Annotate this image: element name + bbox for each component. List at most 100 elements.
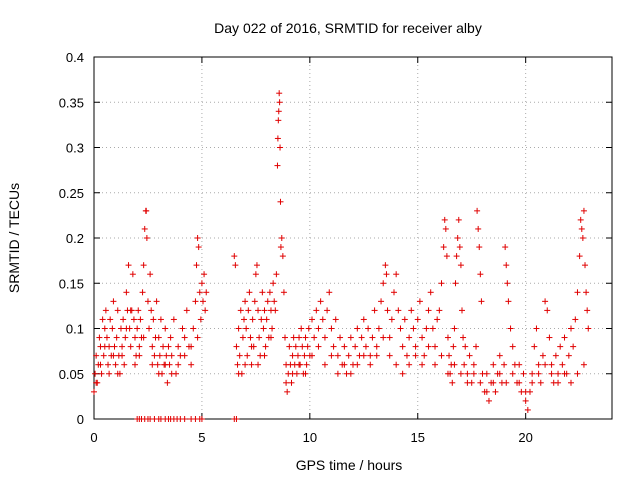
- data-point: [524, 406, 531, 413]
- data-point: [432, 361, 439, 368]
- data-point: [107, 316, 114, 323]
- data-point: [198, 280, 205, 287]
- data-point: [546, 334, 553, 341]
- data-point: [577, 216, 584, 223]
- data-point: [155, 370, 162, 377]
- data-point: [259, 289, 266, 296]
- data-point: [490, 379, 497, 386]
- data-point: [401, 316, 408, 323]
- data-point: [432, 343, 439, 350]
- data-point: [248, 361, 255, 368]
- data-point: [242, 361, 249, 368]
- data-point: [574, 370, 581, 377]
- data-point: [194, 334, 201, 341]
- data-point: [539, 352, 546, 359]
- data-point: [114, 307, 121, 314]
- data-point: [266, 289, 273, 296]
- data-point: [119, 343, 126, 350]
- data-point: [452, 280, 459, 287]
- data-point: [233, 416, 240, 422]
- data-point: [365, 325, 372, 332]
- data-point: [251, 298, 258, 305]
- data-point: [301, 352, 308, 359]
- data-point: [319, 316, 326, 323]
- x-tick-label: 10: [303, 430, 317, 445]
- data-point: [388, 316, 395, 323]
- data-point: [386, 334, 393, 341]
- data-point: [123, 289, 130, 296]
- data-point: [490, 361, 497, 368]
- data-point: [109, 325, 116, 332]
- data-point: [458, 307, 465, 314]
- data-point: [383, 271, 390, 278]
- data-point: [516, 361, 523, 368]
- data-point: [195, 244, 202, 251]
- data-point: [456, 244, 463, 251]
- data-point: [317, 298, 324, 305]
- data-point: [253, 262, 260, 269]
- data-point: [183, 307, 190, 314]
- data-point: [141, 225, 148, 232]
- data-points: [91, 90, 592, 422]
- data-point: [234, 361, 241, 368]
- data-point: [175, 361, 182, 368]
- data-point: [580, 361, 587, 368]
- data-point: [509, 370, 516, 377]
- data-point: [572, 316, 579, 323]
- data-point: [162, 361, 169, 368]
- data-point: [584, 307, 591, 314]
- data-point: [110, 298, 117, 305]
- data-point: [270, 280, 277, 287]
- data-point: [279, 253, 286, 260]
- data-point: [565, 352, 572, 359]
- x-axis-label: GPS time / hours: [296, 457, 403, 473]
- data-point: [324, 307, 331, 314]
- data-point: [103, 334, 110, 341]
- data-point: [243, 325, 250, 332]
- data-point: [474, 207, 481, 214]
- data-point: [579, 235, 586, 241]
- data-point: [143, 235, 150, 241]
- y-axis-label: SRMTID / TECUs: [6, 183, 22, 293]
- data-point: [442, 225, 449, 232]
- data-point: [561, 370, 568, 377]
- data-point: [280, 289, 287, 296]
- data-point: [438, 352, 445, 359]
- data-point: [233, 343, 240, 350]
- data-point: [360, 352, 367, 359]
- data-point: [470, 370, 477, 377]
- data-point: [462, 343, 469, 350]
- data-point: [272, 307, 279, 314]
- data-point: [358, 334, 365, 341]
- data-point: [555, 370, 562, 377]
- data-point: [181, 334, 188, 341]
- data-point: [101, 343, 108, 350]
- data-point: [570, 343, 577, 350]
- data-point: [585, 325, 592, 332]
- data-point: [451, 325, 458, 332]
- data-point: [296, 361, 303, 368]
- data-point: [283, 379, 290, 386]
- data-point: [362, 343, 369, 350]
- data-point: [345, 352, 352, 359]
- data-point: [132, 334, 139, 341]
- y-tick-label: 0.25: [59, 186, 84, 201]
- data-point: [289, 352, 296, 359]
- data-point: [529, 370, 536, 377]
- data-point: [542, 361, 549, 368]
- data-point: [258, 316, 265, 323]
- data-point: [337, 334, 344, 341]
- data-point: [194, 235, 201, 241]
- data-point: [561, 334, 568, 341]
- data-point: [305, 325, 312, 332]
- data-point: [441, 216, 448, 223]
- data-point: [449, 379, 456, 386]
- data-point: [559, 361, 566, 368]
- data-point: [198, 416, 205, 422]
- data-point: [137, 316, 144, 323]
- data-point: [135, 307, 142, 314]
- data-point: [419, 361, 426, 368]
- data-point: [334, 370, 341, 377]
- data-point: [427, 289, 434, 296]
- data-point: [509, 343, 516, 350]
